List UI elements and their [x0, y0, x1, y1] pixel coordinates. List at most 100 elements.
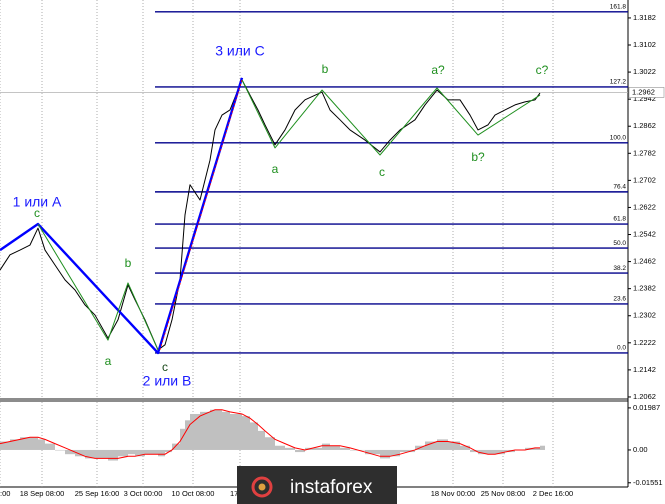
histogram-bar — [200, 411, 210, 450]
fib-level-label: 127.2 — [610, 79, 627, 86]
histogram-bar — [390, 449, 400, 457]
x-tick-label: 25 Nov 08:00 — [481, 489, 526, 498]
x-tick-label: 18 Nov 00:00 — [431, 489, 476, 498]
histogram-bar — [158, 449, 165, 457]
histogram-bar — [250, 422, 258, 450]
histogram-bar — [495, 449, 505, 455]
histogram-bar — [95, 449, 108, 459]
histogram-bar — [172, 443, 180, 450]
histogram-bar — [10, 439, 20, 450]
histogram-bar — [242, 416, 250, 450]
watermark-text: instaforex — [290, 477, 373, 498]
x-tick-label: 2 Dec 16:00 — [533, 489, 573, 498]
wave-label: c? — [536, 63, 549, 77]
wave-label: a? — [431, 63, 445, 77]
x-tick-label: :00 — [0, 489, 10, 498]
histogram-bar — [265, 437, 275, 450]
y-tick-label: 1.2862 — [633, 121, 656, 130]
watermark-icon — [251, 476, 273, 498]
histogram-bar — [210, 409, 215, 450]
histogram-bar — [128, 449, 135, 455]
y-tick-label: 1.3022 — [633, 67, 656, 76]
histogram-bar — [540, 445, 545, 450]
y-tick-label: 1.2302 — [633, 311, 656, 320]
wave-label: b — [322, 62, 329, 76]
x-tick-label: 25 Sep 16:00 — [75, 489, 120, 498]
histogram-bar — [65, 449, 75, 455]
y-tick-label: 1.2942 — [633, 94, 656, 103]
fib-level-label: 38.2 — [613, 265, 626, 272]
y-tick-label: 1.2462 — [633, 257, 656, 266]
pane-separator — [0, 398, 628, 402]
y-tick-label: 1.2062 — [633, 392, 656, 401]
y-tick-label: 1.2222 — [633, 338, 656, 347]
fib-level-label: 50.0 — [613, 240, 626, 247]
histogram-bar — [55, 449, 65, 451]
histogram-bar — [365, 449, 380, 455]
histogram-bar — [478, 449, 488, 455]
wave-label: c — [162, 360, 168, 374]
histogram-bar — [448, 441, 460, 450]
fib-level-label: 23.6 — [613, 296, 626, 303]
histogram-bar — [275, 445, 285, 450]
histogram-bar — [285, 447, 295, 450]
histogram-bar — [75, 449, 85, 457]
x-tick-label: 18 Sep 08:00 — [20, 489, 65, 498]
histogram-bar — [45, 443, 55, 450]
wave-label: a — [272, 162, 279, 176]
histogram-bar — [535, 447, 540, 450]
wave-label: c — [379, 165, 385, 179]
histogram-bar — [322, 443, 330, 450]
histogram-bar — [20, 437, 30, 450]
fib-level-label: 76.4 — [613, 184, 626, 191]
wave-line — [0, 77, 244, 355]
wave-label: a — [105, 354, 112, 368]
y-tick-label: 0.00 — [633, 445, 648, 454]
y-tick-label: 1.2622 — [633, 202, 656, 211]
histogram-bar — [145, 449, 158, 455]
watermark-icon-core — [258, 483, 266, 491]
histogram-bar — [0, 441, 10, 450]
wave-line — [159, 79, 243, 351]
y-tick-label: 1.2782 — [633, 148, 656, 157]
y-tick-label: 1.3182 — [633, 13, 656, 22]
y-tick-label: 0.01987 — [633, 403, 660, 412]
fib-level-label: 0.0 — [617, 345, 626, 352]
histogram-bar — [180, 428, 185, 450]
last-price-box — [628, 87, 665, 98]
y-tick-label: 1.2142 — [633, 365, 656, 374]
y-tick-label: 1.2702 — [633, 175, 656, 184]
histogram-bar — [258, 430, 265, 450]
histogram-bar — [118, 449, 128, 457]
wave-label: b — [125, 256, 132, 270]
histogram-bar — [470, 449, 478, 453]
x-tick-label: 10 Oct 08:00 — [172, 489, 215, 498]
histogram-bar — [185, 420, 190, 450]
histogram-bar — [437, 439, 448, 450]
histogram-bar — [460, 445, 470, 450]
fib-level-label: 61.8 — [613, 216, 626, 223]
histogram-bar — [85, 449, 95, 459]
histogram-bar — [222, 411, 230, 450]
signal-line — [0, 409, 540, 459]
wave-label: c — [34, 206, 40, 220]
histogram-bar — [190, 413, 200, 450]
wave-label: b? — [471, 150, 485, 164]
wave-label: 2 или B — [143, 373, 192, 389]
histogram-bar — [215, 409, 222, 450]
wave-label: 1 или A — [13, 194, 62, 210]
watermark: instaforex — [237, 466, 397, 504]
y-tick-label: 1.2382 — [633, 284, 656, 293]
fib-level-label: 100.0 — [610, 135, 627, 142]
histogram-bar — [330, 445, 340, 450]
fib-level-label: 161.8 — [610, 4, 627, 11]
histogram-bar — [400, 449, 415, 453]
histogram-bar — [30, 437, 38, 450]
y-tick-label: -0.01551 — [633, 478, 663, 487]
wave-line — [37, 79, 541, 351]
histogram-bar — [380, 449, 390, 459]
histogram-bar — [488, 449, 495, 455]
histogram-bar — [38, 439, 45, 450]
histogram-bar — [295, 449, 305, 453]
